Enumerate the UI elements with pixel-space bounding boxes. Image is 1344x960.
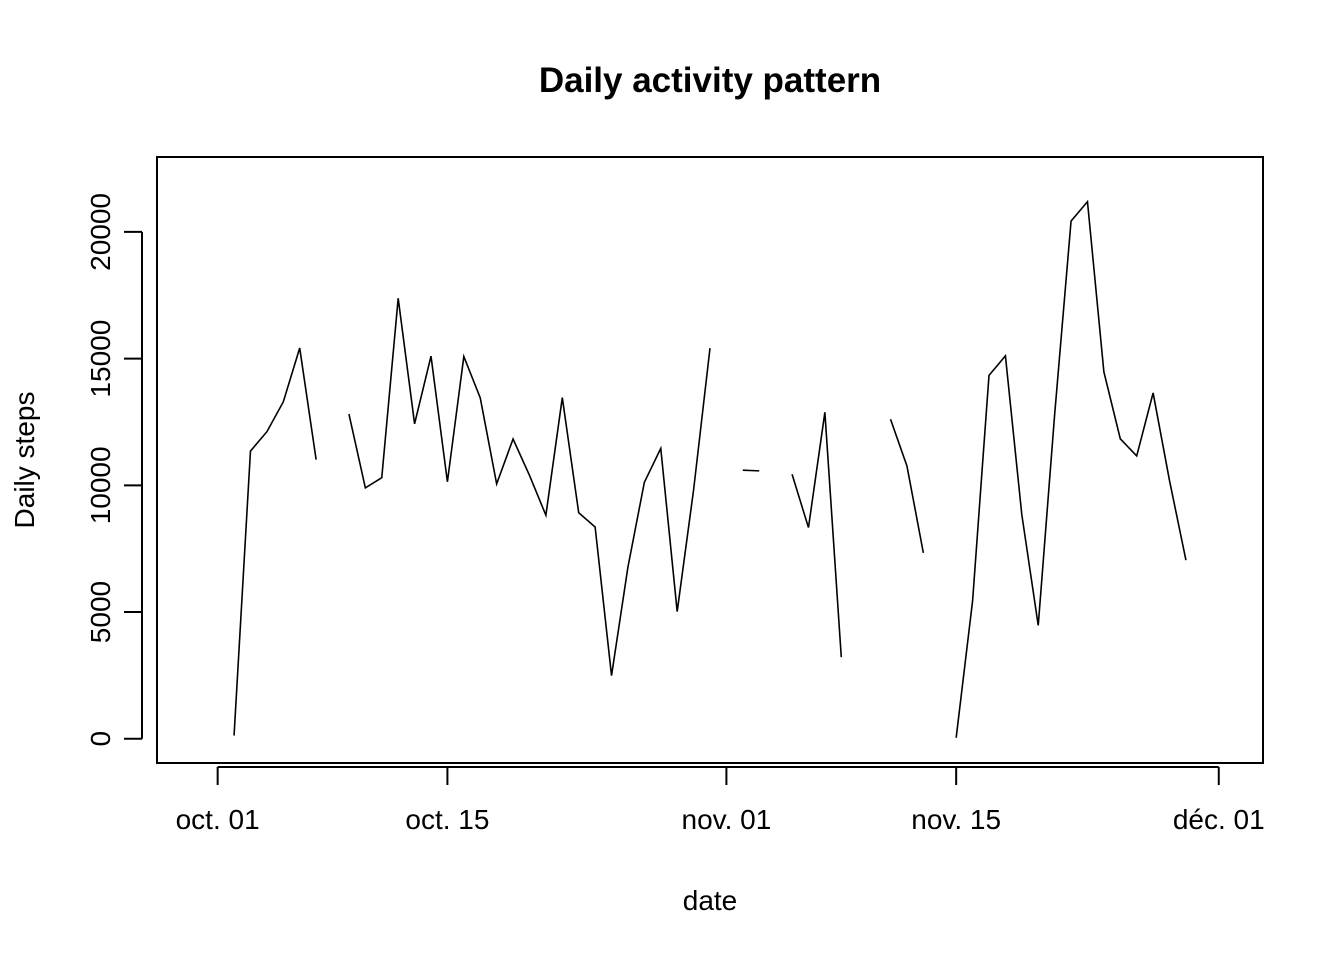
- series-segment: [955, 199, 1187, 738]
- y-tick-label: 10000: [85, 446, 116, 524]
- y-axis-ticks: 0 5000 10000 15000 20000: [85, 193, 142, 747]
- x-axis-ticks: oct. 01 oct. 15 nov. 01 nov. 15 déc. 01: [176, 767, 1265, 835]
- x-tick-label: oct. 01: [176, 804, 260, 835]
- series-segment: [742, 469, 760, 472]
- plot-frame: [156, 156, 1264, 764]
- y-tick-label: 0: [85, 731, 116, 747]
- x-tick-label: oct. 15: [405, 804, 489, 835]
- chart-title: Daily activity pattern: [539, 61, 881, 100]
- y-axis-label: Daily steps: [9, 392, 40, 529]
- y-tick-label: 5000: [85, 581, 116, 643]
- series-segment: [889, 418, 925, 553]
- x-tick-label: nov. 01: [682, 804, 772, 835]
- y-tick-label: 20000: [85, 193, 116, 271]
- x-axis-label: date: [683, 885, 738, 916]
- x-tick-label: déc. 01: [1173, 804, 1265, 835]
- series-segment: [233, 347, 317, 736]
- y-tick-label: 15000: [85, 320, 116, 398]
- series-segment: [791, 412, 843, 658]
- series-segment: [348, 298, 711, 676]
- x-tick-label: nov. 15: [911, 804, 1001, 835]
- series-layer: [233, 199, 1187, 738]
